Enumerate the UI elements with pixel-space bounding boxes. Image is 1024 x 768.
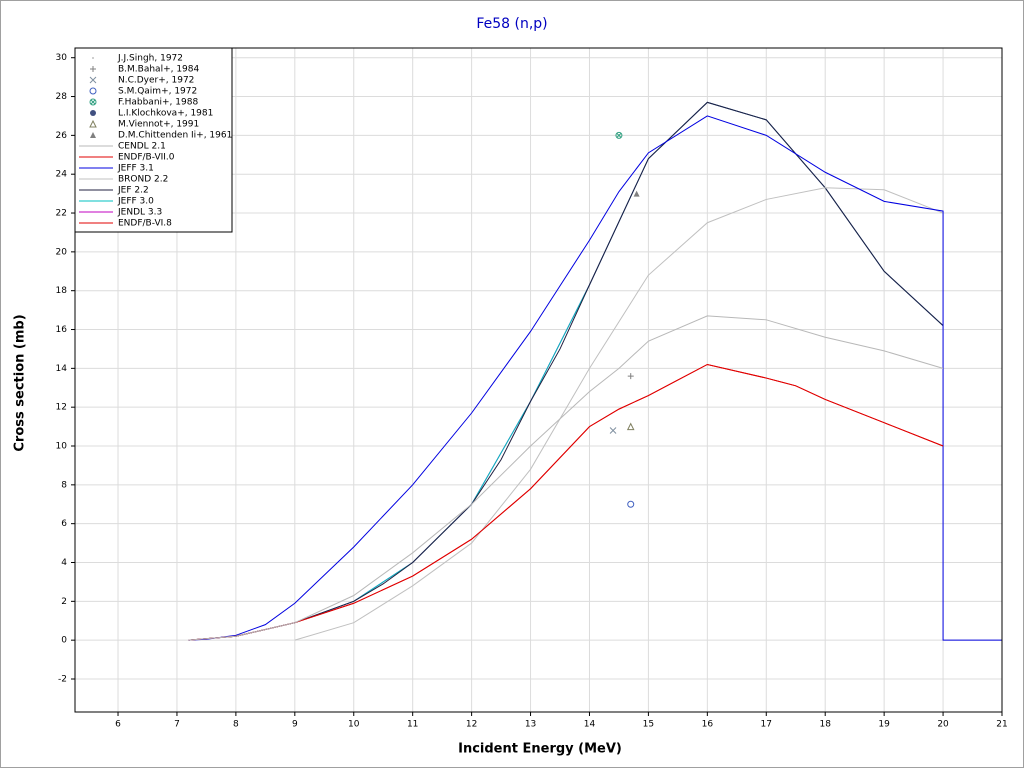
y-tick-label: 30 — [56, 53, 68, 63]
legend-label: BROND 2.2 — [118, 175, 168, 185]
marker — [90, 110, 96, 116]
marker-cross — [609, 427, 617, 434]
x-tick-label: 19 — [878, 720, 890, 730]
marker-triangle — [633, 190, 640, 197]
y-tick-label: 6 — [61, 519, 67, 529]
legend-label: JEFF 3.1 — [117, 164, 154, 174]
marker-circle — [90, 110, 96, 116]
marker-cross — [90, 99, 96, 105]
marker-dot — [92, 57, 94, 59]
marker — [90, 66, 96, 72]
y-tick-label: 20 — [56, 247, 68, 257]
marker — [89, 87, 97, 95]
x-tick-label: 14 — [584, 720, 596, 730]
legend-label: F.Habbani+, 1988 — [118, 98, 198, 108]
x-axis-label: Incident Energy (MeV) — [458, 742, 622, 757]
y-tick-label: 18 — [56, 286, 68, 296]
legend-label: J.J.Singh, 1972 — [117, 54, 183, 64]
y-tick-label: 12 — [56, 403, 67, 413]
legend-label: B.M.Bahal+, 1984 — [118, 65, 200, 75]
y-tick-label: 26 — [56, 131, 68, 141]
data-line — [188, 101, 944, 641]
legend-label: ENDF/B-VI.8 — [118, 219, 172, 229]
y-tick-label: 24 — [56, 170, 68, 180]
legend-label: CENDL 2.1 — [118, 142, 166, 152]
marker — [627, 373, 634, 380]
marker-cross — [616, 133, 622, 138]
x-tick-label: 9 — [292, 720, 298, 730]
y-tick-label: 8 — [61, 480, 67, 490]
legend-label: M.Viennot+, 1991 — [118, 120, 199, 130]
marker — [626, 422, 635, 431]
legend-label: L.I.Klochkova+, 1981 — [118, 109, 213, 119]
marker-triangle — [89, 119, 97, 128]
x-tick-label: 17 — [761, 720, 772, 730]
legend-label: D.M.Chittenden Ii+, 1961 — [118, 131, 232, 141]
y-tick-label: 0 — [61, 636, 67, 646]
x-tick-label: 12 — [466, 720, 477, 730]
marker-triangle — [626, 422, 635, 431]
y-tick-label: 10 — [56, 442, 68, 452]
marker-circle — [89, 98, 97, 106]
legend-label: JEF 2.2 — [117, 186, 149, 196]
marker — [92, 57, 94, 59]
data-line — [188, 315, 944, 641]
data-line — [188, 363, 944, 641]
marker — [615, 131, 623, 139]
x-tick-label: 16 — [702, 720, 714, 730]
y-tick-label: 14 — [56, 364, 68, 374]
marker — [89, 76, 97, 84]
y-tick-label: 28 — [56, 92, 68, 102]
x-tick-label: 8 — [233, 720, 239, 730]
x-tick-label: 20 — [937, 720, 949, 730]
chart-title: Fe58 (n,p) — [476, 16, 547, 32]
marker-circle — [89, 87, 97, 95]
marker-circle — [627, 500, 635, 508]
x-tick-label: 11 — [407, 720, 418, 730]
legend-label: S.M.Qaim+, 1972 — [118, 87, 197, 97]
marker — [90, 132, 96, 138]
x-tick-label: 21 — [996, 720, 1007, 730]
y-tick-label: 4 — [61, 558, 67, 568]
data-line — [188, 115, 1002, 641]
legend-label: N.C.Dyer+, 1972 — [118, 76, 194, 86]
y-axis-label: Cross section (mb) — [13, 314, 28, 451]
y-tick-label: 2 — [61, 597, 67, 607]
x-tick-label: 10 — [348, 720, 360, 730]
y-tick-label: -2 — [58, 674, 67, 684]
marker-circle — [615, 131, 623, 139]
y-tick-label: 22 — [56, 209, 67, 219]
legend-label: ENDF/B-VII.0 — [118, 153, 175, 163]
x-tick-label: 13 — [525, 720, 536, 730]
data-line — [294, 187, 944, 641]
x-tick-label: 15 — [643, 720, 654, 730]
marker — [609, 427, 617, 434]
x-tick-label: 18 — [819, 720, 831, 730]
legend-label: JEFF 3.0 — [117, 197, 154, 207]
y-tick-label: 16 — [56, 325, 68, 335]
marker-plus — [627, 373, 634, 380]
marker — [627, 500, 635, 508]
x-tick-label: 6 — [115, 720, 121, 730]
plot-border — [74, 47, 1003, 713]
marker-triangle — [90, 132, 96, 138]
marker-plus — [90, 66, 96, 72]
legend-label: JENDL 3.3 — [117, 208, 162, 218]
marker — [633, 190, 640, 197]
marker-cross — [89, 76, 97, 84]
marker — [89, 119, 97, 128]
marker — [89, 98, 97, 106]
x-tick-label: 7 — [174, 720, 180, 730]
